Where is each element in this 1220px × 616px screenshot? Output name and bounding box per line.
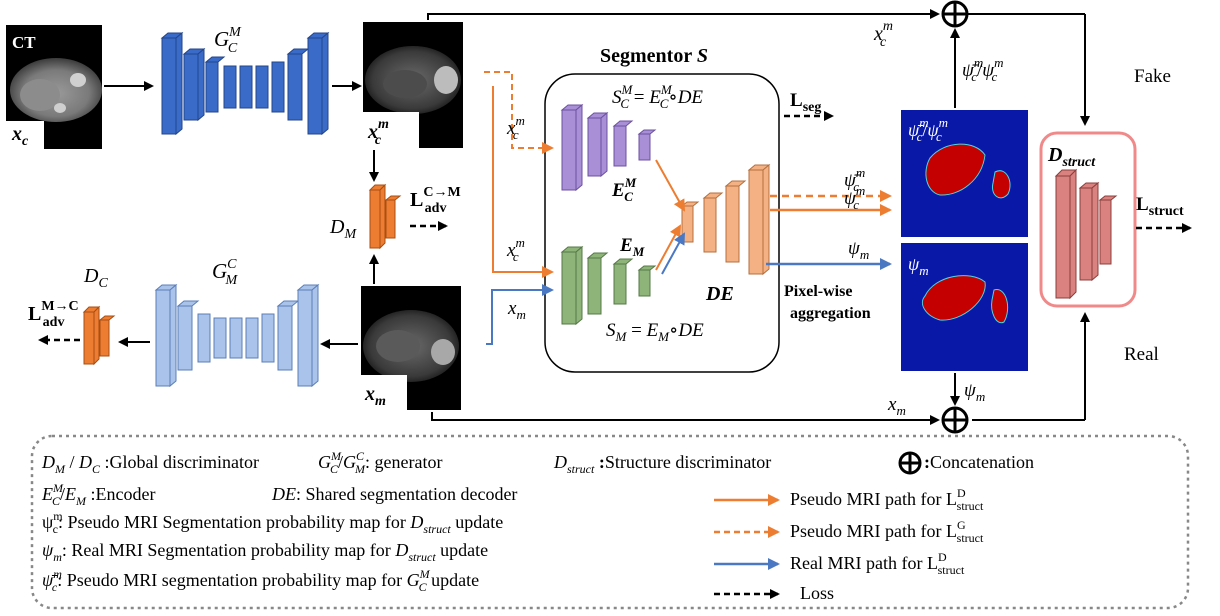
legend-row2-a: EM C/EM :Encoder	[41, 481, 156, 508]
legend-row1-b: GM C/GC M: generator	[318, 449, 443, 476]
xm-to-em-blue	[486, 284, 554, 345]
concat-top-label: ψ̄m c/ψm c	[962, 55, 1003, 84]
em-to-de-arrow-blue	[661, 232, 685, 275]
legend-concat-icon	[898, 451, 922, 475]
segmentor-title: Segmentor S	[600, 45, 708, 67]
adv-mc-label: LM→C adv	[28, 299, 79, 330]
ct-image	[6, 25, 102, 149]
xcm-top-label: xm c	[873, 19, 893, 50]
dstruct-label: Dstruct	[1047, 144, 1096, 170]
em-label: EM	[619, 235, 645, 259]
legend-box	[30, 434, 1190, 610]
xm-bottom-path	[431, 412, 940, 425]
legend-row1-c: Dstruct :Structure discriminator	[553, 452, 771, 476]
pseudo-seg-map	[901, 110, 1028, 237]
real-label: Real	[1124, 344, 1159, 365]
xm-bottom-label: xm	[887, 394, 906, 418]
psi-cm-visible: ψm c	[844, 183, 865, 212]
legend-key-orange-solid: Pseudo MRI path for LD struct	[790, 486, 984, 513]
legend-key-orange-dash: Pseudo MRI path for LG struct	[790, 518, 984, 545]
legend-row5: ψ̄m c: Pseudo MRI segmentation probabilit…	[42, 567, 479, 594]
legend-row4: ψm: Real MRI Segmentation probability ma…	[42, 540, 488, 564]
psi-m-label: ψm	[848, 238, 869, 262]
xcm-to-ecm-dashed	[484, 71, 554, 154]
dm-label: DM	[329, 216, 357, 242]
seg-loss-label: Lseg	[790, 90, 821, 115]
legend-key-loss: Loss	[800, 583, 834, 603]
encoder-em	[560, 245, 657, 326]
discriminator-dstruct	[1054, 168, 1118, 300]
adv-cm-label: LC→M adv	[410, 185, 461, 216]
real-mri-image	[361, 286, 461, 410]
xcm-to-em-solid	[492, 86, 554, 278]
pixelwise-label: Pixel-wise	[784, 283, 852, 300]
seg-top-eq: SM C = EM C∘DE	[612, 82, 703, 111]
struct-loss-label: Lstruct	[1136, 194, 1184, 219]
ecm-to-de-arrow	[655, 159, 685, 212]
ecm-label: EM C	[611, 175, 637, 204]
decoder-de	[680, 163, 771, 276]
dc-label: DC	[83, 265, 108, 291]
legend-row1-a: DM / DC :Global discriminator	[41, 452, 259, 476]
generator-gcm	[160, 31, 330, 136]
aggregation-label: aggregation	[790, 305, 871, 322]
xcm-seg-top-label: xm c	[506, 113, 525, 142]
legend-row3: ψm c: Pseudo MRI Segmentation probability…	[42, 509, 503, 536]
discriminator-dm	[368, 183, 402, 250]
xcm-top-path	[427, 9, 940, 20]
map-top-label: ψ̄m c/ψm c	[908, 115, 948, 144]
legend-key-blue: Real MRI path for LD struct	[790, 550, 965, 577]
pseudo-mri-image	[363, 22, 463, 148]
gmc-label: GC M	[212, 257, 239, 288]
discriminator-dc	[82, 305, 116, 366]
xm-seg-label: xm	[507, 298, 526, 322]
segmentor-box	[544, 73, 780, 373]
de-label: DE	[705, 283, 734, 305]
generator-gmc	[154, 283, 320, 388]
real-seg-map	[901, 243, 1028, 371]
seg-bottom-eq: SM = EM∘DE	[606, 320, 704, 344]
concat-bottom-icon	[941, 406, 969, 434]
xcm-seg-mid-label: xm c	[506, 235, 525, 264]
fake-label: Fake	[1134, 66, 1171, 87]
legend-row1-d: :Concatenation	[924, 452, 1034, 472]
concat-top-icon	[941, 0, 969, 28]
psi-m-down-label: ψm	[964, 380, 985, 404]
encoder-ecm	[560, 103, 657, 192]
dstruct-box	[1039, 131, 1137, 308]
gcm-label: GM C	[214, 25, 242, 56]
ct-label: CT	[12, 33, 36, 52]
legend-row2-b: DE: Shared segmentation decoder	[271, 484, 517, 504]
